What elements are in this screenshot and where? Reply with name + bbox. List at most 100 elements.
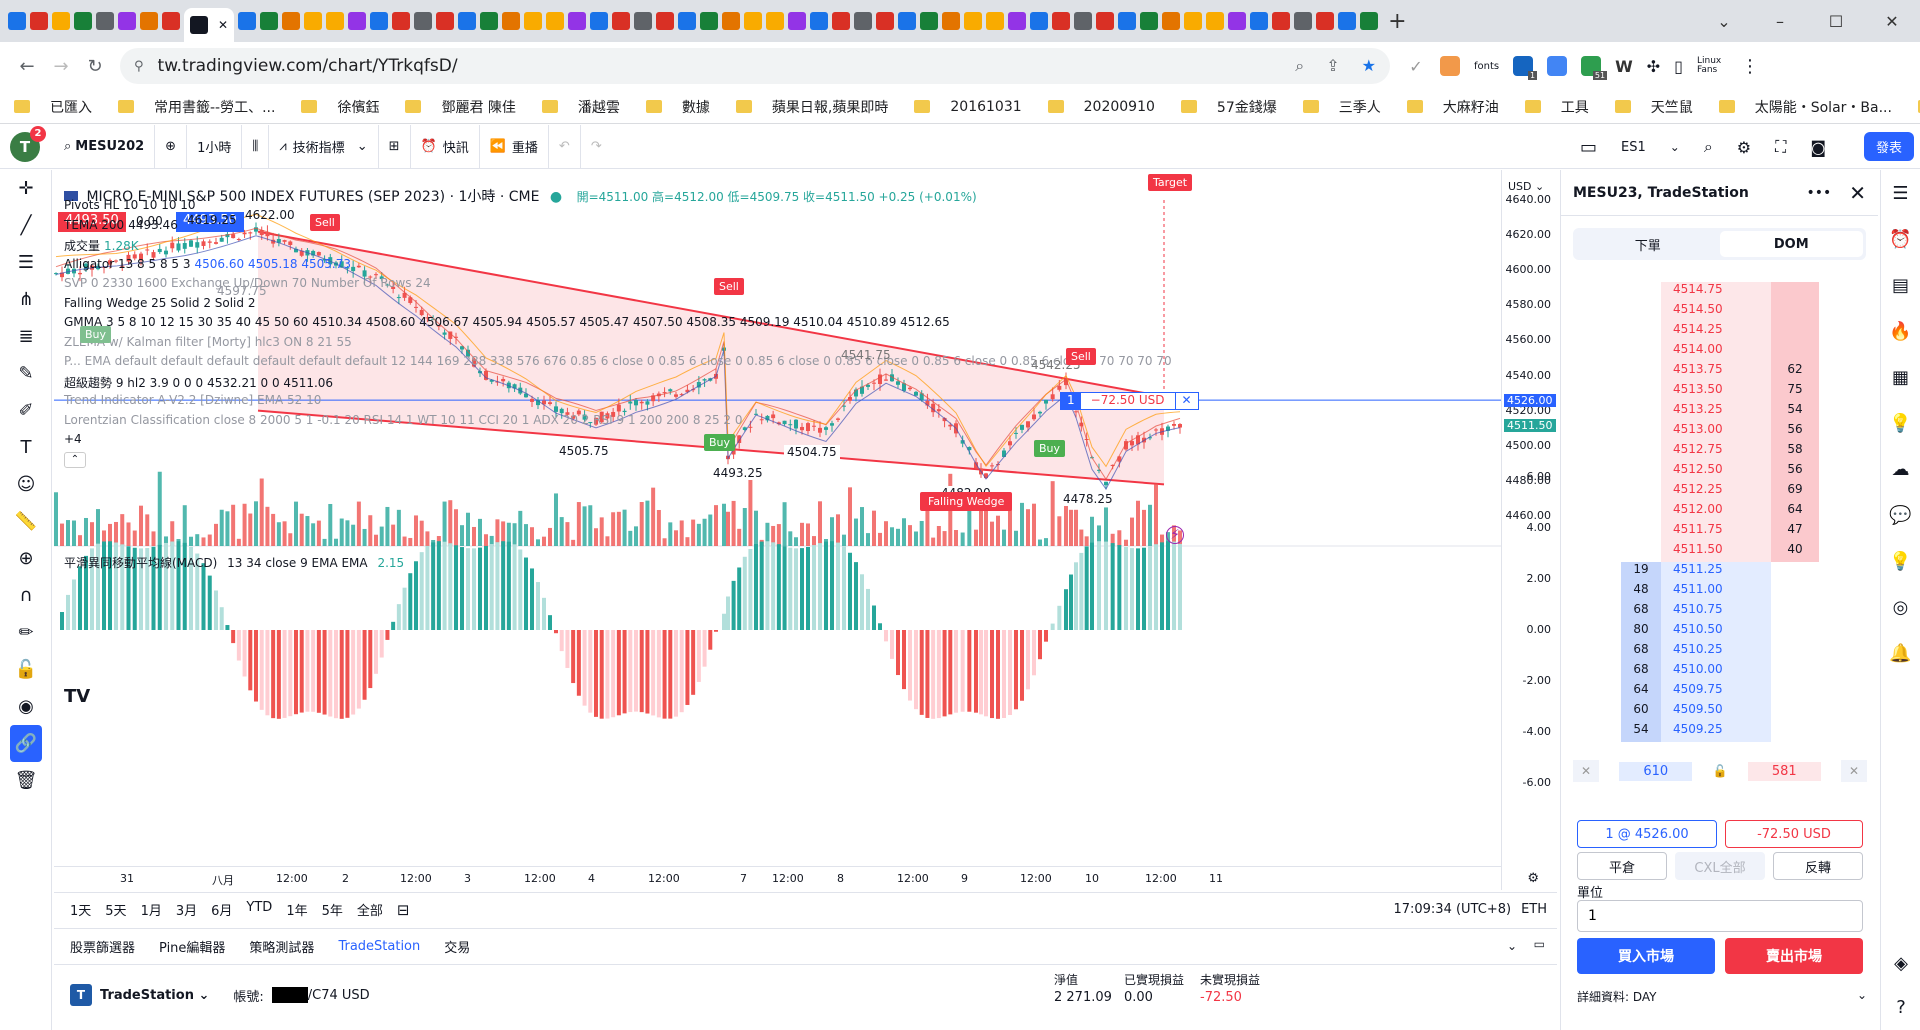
- maximize-panel-icon[interactable]: ▭: [1533, 937, 1545, 951]
- tab-favicon[interactable]: [788, 12, 807, 30]
- quick-search-icon[interactable]: ⌕: [1703, 137, 1713, 156]
- order-details[interactable]: 詳細資料: DAY ⌄: [1577, 988, 1867, 1004]
- tab-favicon[interactable]: [1316, 12, 1335, 30]
- dom-ask-size[interactable]: 56: [1771, 462, 1819, 482]
- reload-icon[interactable]: ↻: [87, 55, 103, 77]
- publish-button[interactable]: 發表: [1863, 132, 1914, 161]
- dom-ask-size[interactable]: 54: [1771, 402, 1819, 422]
- ruler-icon[interactable]: 📏: [14, 511, 38, 532]
- rectangle-select-icon[interactable]: ▭: [1580, 136, 1598, 158]
- tab-order[interactable]: 下單: [1634, 238, 1661, 254]
- alerts-button[interactable]: ⏰ 快訊: [411, 124, 480, 169]
- tab-favicon[interactable]: [348, 12, 367, 30]
- dom-row[interactable]: 19 4511.25: [1621, 562, 1819, 582]
- tab-favicon[interactable]: [700, 12, 719, 30]
- dom-row[interactable]: 54 4509.25: [1621, 722, 1819, 742]
- tab-favicon[interactable]: [1096, 12, 1115, 30]
- position-line-widget[interactable]: 1 −72.50 USD ✕: [1060, 392, 1199, 410]
- dom-ask-size[interactable]: [1771, 582, 1819, 602]
- camera-icon[interactable]: ◙: [1810, 137, 1826, 157]
- linux-fans-extension-icon[interactable]: Linux Fans: [1696, 56, 1722, 75]
- dom-row[interactable]: 4514.00: [1621, 342, 1819, 362]
- close-panel-icon[interactable]: ✕: [1849, 180, 1866, 205]
- cancel-asks-icon[interactable]: ✕: [1840, 760, 1867, 782]
- sidepanel-icon[interactable]: ▯: [1674, 56, 1683, 76]
- dom-bid-size[interactable]: 64: [1621, 682, 1661, 702]
- dom-ladder[interactable]: 4514.75 4514.50 4514.25 4514.00 4513.75 62 451…: [1621, 282, 1819, 752]
- tab-favicon[interactable]: [1338, 12, 1357, 30]
- bookmark-item[interactable]: 20200910: [1047, 99, 1155, 115]
- currency-select[interactable]: USD ⌄: [1508, 180, 1545, 193]
- fonts-extension-icon[interactable]: fonts: [1474, 60, 1500, 72]
- chart-type-button[interactable]: ⫼: [242, 124, 270, 169]
- indicator-legend-item[interactable]: 成交量 1.28K: [64, 239, 139, 253]
- range-button[interactable]: YTD: [246, 900, 273, 915]
- tab-favicon[interactable]: [1184, 12, 1203, 30]
- dom-row[interactable]: 48 4511.00: [1621, 582, 1819, 602]
- range-button[interactable]: 3月: [175, 904, 198, 919]
- dom-bid-size[interactable]: [1621, 422, 1661, 442]
- dom-bid-size[interactable]: 80: [1621, 622, 1661, 642]
- range-button[interactable]: 1天: [70, 904, 92, 919]
- tab-favicon[interactable]: [304, 12, 323, 30]
- dom-ask-size[interactable]: [1771, 702, 1819, 722]
- chevron-down-icon[interactable]: ⌄: [1669, 140, 1680, 154]
- alerts-clock-icon[interactable]: ⏰: [1889, 228, 1912, 250]
- tab-dom[interactable]: DOM: [1719, 231, 1863, 257]
- dom-bid-size[interactable]: [1621, 342, 1661, 362]
- magnet-icon[interactable]: ∩: [19, 585, 33, 606]
- tab-favicon[interactable]: [546, 12, 565, 30]
- tab-favicon[interactable]: [282, 12, 301, 30]
- dom-row[interactable]: 4511.50 40: [1621, 542, 1819, 562]
- site-info-icon[interactable]: ⚲: [134, 58, 144, 74]
- compare-symbol[interactable]: ES1: [1621, 139, 1646, 155]
- tab-favicon[interactable]: [1228, 12, 1247, 30]
- tab-search-icon[interactable]: ⌄: [1717, 11, 1731, 31]
- tab-favicon[interactable]: [1052, 12, 1071, 30]
- tab-favicon[interactable]: [96, 12, 114, 30]
- tips-icon[interactable]: 💡: [1889, 550, 1912, 572]
- indicator-legend-item[interactable]: +4: [64, 432, 82, 446]
- bookmark-item[interactable]: 已匯入: [14, 97, 92, 117]
- position-close-icon[interactable]: ✕: [1174, 393, 1198, 409]
- tab-favicon[interactable]: [1030, 12, 1049, 30]
- replay-button[interactable]: ⏪ 重播: [480, 124, 549, 169]
- tab-favicon[interactable]: [1162, 12, 1181, 30]
- zoom-icon[interactable]: ⌕: [1295, 56, 1305, 75]
- bottom-tab[interactable]: 交易: [444, 941, 471, 956]
- hotlist-icon[interactable]: 🔥: [1889, 320, 1912, 342]
- bottom-tab[interactable]: Pine編輯器: [159, 941, 226, 956]
- dom-bid-size[interactable]: 48: [1621, 582, 1661, 602]
- tab-favicon[interactable]: [1074, 12, 1093, 30]
- indicator-legend-item[interactable]: Lorentzian Classification close 8 2000 5…: [64, 412, 743, 427]
- dom-row[interactable]: 4513.25 54: [1621, 402, 1819, 422]
- streams-icon[interactable]: ☁: [1891, 458, 1910, 480]
- tab-favicon[interactable]: [238, 12, 257, 30]
- tab-favicon[interactable]: [568, 12, 587, 30]
- more-options-icon[interactable]: •••: [1806, 184, 1832, 201]
- dom-ask-size[interactable]: [1771, 622, 1819, 642]
- dom-ask-size[interactable]: 40: [1771, 542, 1819, 562]
- layers-icon[interactable]: ◈: [1894, 952, 1908, 974]
- clock[interactable]: 17:09:34 (UTC+8): [1393, 902, 1512, 917]
- dom-ask-size[interactable]: 47: [1771, 522, 1819, 542]
- buy-price-button[interactable]: 4493.50: [176, 212, 244, 232]
- flatten-button[interactable]: 平倉: [1577, 852, 1667, 880]
- tab-favicon[interactable]: [74, 12, 92, 30]
- bookmark-item[interactable]: 天竺鼠: [1614, 97, 1693, 117]
- tab-favicon[interactable]: [744, 12, 763, 30]
- dom-ask-size[interactable]: [1771, 322, 1819, 342]
- chat-icon[interactable]: 💬: [1889, 504, 1912, 526]
- tab-favicon[interactable]: [260, 12, 279, 30]
- range-button[interactable]: 5年: [321, 904, 343, 919]
- cancel-all-button[interactable]: CXL全部: [1675, 852, 1765, 880]
- dom-bid-size[interactable]: [1621, 482, 1661, 502]
- symbol-search[interactable]: ⌕ MESU202: [54, 124, 156, 169]
- smart-pki-extension-icon[interactable]: [1440, 56, 1460, 76]
- maximize-button[interactable]: ☐: [1828, 11, 1844, 31]
- tab-favicon[interactable]: [480, 12, 499, 30]
- dom-bid-size[interactable]: 54: [1621, 722, 1661, 742]
- dom-row[interactable]: 4514.50: [1621, 302, 1819, 322]
- lightning-alert-icon[interactable]: ⚡: [1166, 526, 1184, 544]
